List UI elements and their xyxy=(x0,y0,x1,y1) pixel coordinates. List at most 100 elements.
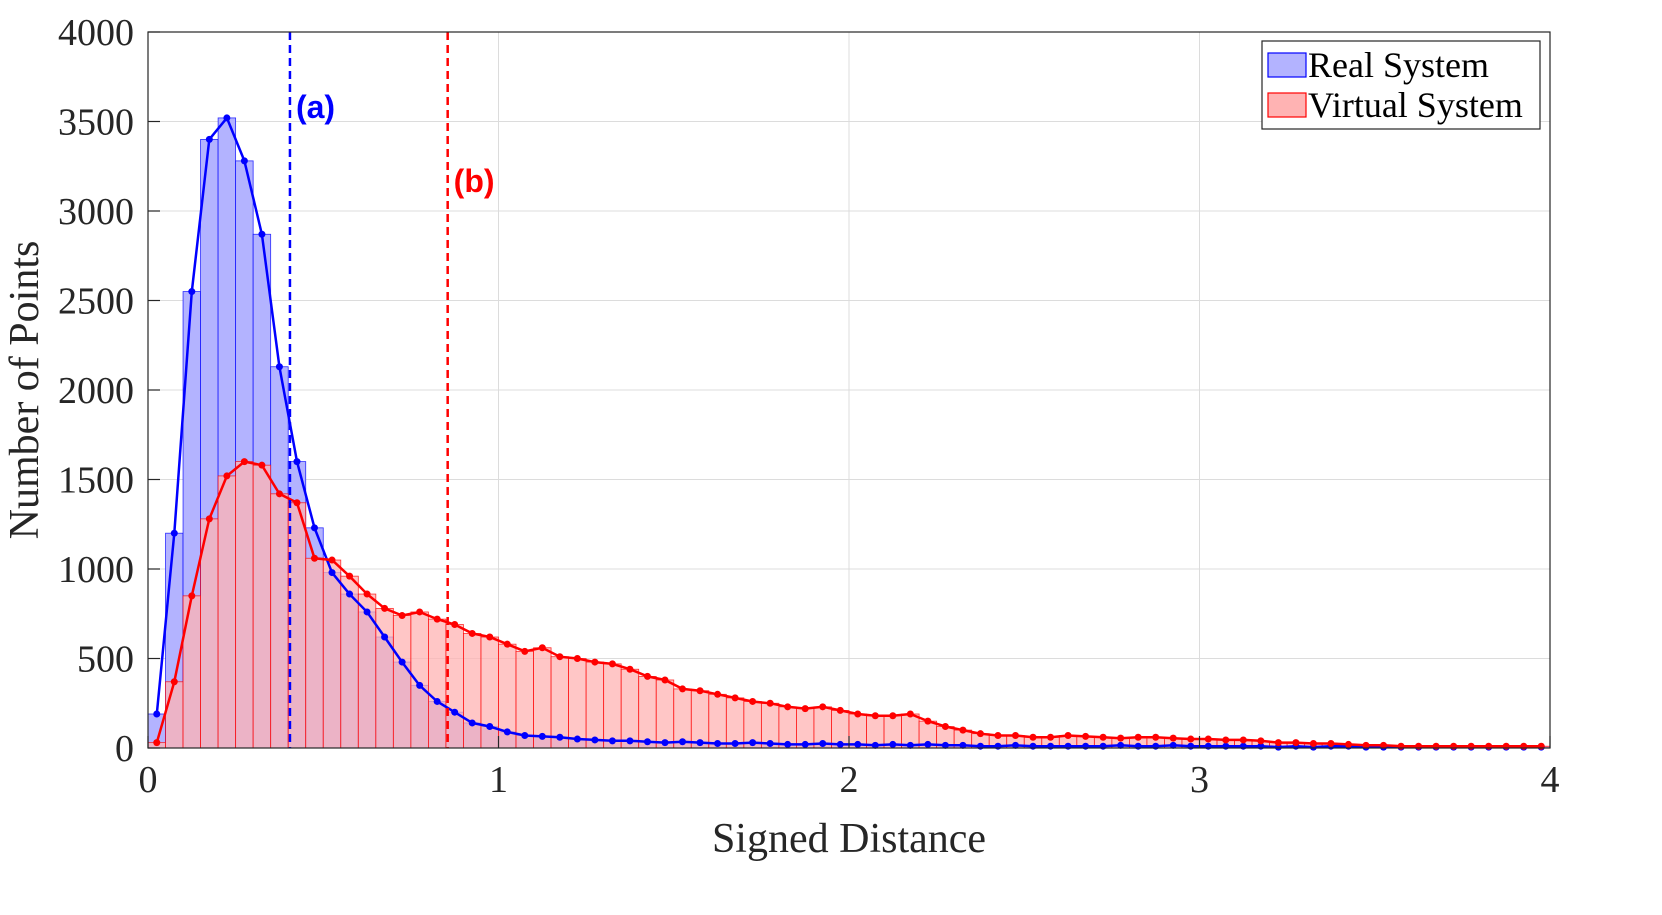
y-tick-label: 2500 xyxy=(58,281,134,323)
legend-box xyxy=(1261,40,1541,130)
data-point-real xyxy=(643,738,651,746)
data-point-real xyxy=(731,740,739,748)
bar-virtual xyxy=(463,633,482,749)
y-tick-label: 500 xyxy=(77,639,134,681)
data-point-real xyxy=(240,157,248,165)
data-point-real xyxy=(451,708,459,716)
data-point-real xyxy=(1117,741,1125,749)
data-point-real xyxy=(994,742,1002,750)
data-point-virtual xyxy=(679,685,687,693)
legend-label-virtual: Virtual System xyxy=(1308,85,1523,125)
bar-virtual xyxy=(708,693,727,749)
data-point-virtual xyxy=(941,723,949,731)
data-point-virtual xyxy=(1520,742,1528,750)
y-tick-label: 3000 xyxy=(58,191,134,233)
data-point-virtual xyxy=(1432,742,1440,750)
data-point-virtual xyxy=(906,710,914,718)
data-point-real xyxy=(188,288,196,296)
data-point-virtual xyxy=(784,703,792,711)
data-point-real xyxy=(696,739,704,747)
data-point-real xyxy=(153,710,161,718)
data-point-virtual xyxy=(1099,733,1107,741)
bar-virtual xyxy=(252,464,272,749)
data-point-real xyxy=(170,529,178,537)
data-point-real xyxy=(854,740,862,748)
data-point-virtual xyxy=(1344,740,1352,748)
data-point-real xyxy=(275,363,283,371)
tick-labels: 0 1 2 3 4 0 500 1000 1500 2000 2500 3000 3500 4000 xyxy=(58,12,1560,801)
y-tick-label: 1500 xyxy=(58,460,134,502)
bar-virtual xyxy=(322,559,342,749)
data-point-virtual xyxy=(696,687,704,695)
data-point-virtual xyxy=(924,717,932,725)
axis-ticks xyxy=(147,31,1551,749)
data-point-real xyxy=(381,633,389,641)
data-point-real xyxy=(310,524,318,532)
data-point-real xyxy=(626,737,634,745)
bar-virtual xyxy=(655,679,675,749)
data-point-real xyxy=(836,740,844,748)
bar-virtual xyxy=(638,676,657,749)
bar-virtual xyxy=(585,661,605,749)
data-point-real xyxy=(661,739,669,747)
data-point-real xyxy=(784,740,792,748)
grid-lines xyxy=(148,32,1550,748)
data-point-virtual xyxy=(240,458,248,466)
data-point-real xyxy=(346,590,354,598)
bar-virtual xyxy=(270,493,289,749)
data-point-virtual xyxy=(381,604,389,612)
data-point-virtual xyxy=(766,699,774,707)
data-point-virtual xyxy=(749,697,757,705)
data-point-real xyxy=(1239,742,1247,750)
data-point-virtual xyxy=(346,572,354,580)
data-point-virtual xyxy=(1011,731,1019,739)
data-point-virtual xyxy=(258,461,266,469)
legend-swatch-virtual xyxy=(1267,92,1307,118)
data-point-virtual xyxy=(1117,734,1125,742)
data-point-virtual xyxy=(801,705,809,713)
data-point-real xyxy=(871,741,879,749)
x-axis-title: Signed Distance xyxy=(712,816,986,862)
data-point-virtual xyxy=(433,615,441,623)
histogram-bars xyxy=(147,117,1551,749)
data-point-virtual xyxy=(1082,732,1090,740)
data-point-virtual xyxy=(994,731,1002,739)
data-point-real xyxy=(293,458,301,466)
data-point-virtual xyxy=(1485,742,1493,750)
data-point-virtual xyxy=(573,655,581,662)
data-point-virtual xyxy=(1204,735,1212,743)
data-point-virtual xyxy=(661,676,669,684)
data-point-real xyxy=(1169,741,1177,749)
data-point-virtual xyxy=(363,590,371,598)
data-point-virtual xyxy=(1152,733,1160,741)
data-point-virtual xyxy=(1467,742,1475,750)
data-point-virtual xyxy=(836,706,844,714)
legend-label-real: Real System xyxy=(1308,45,1489,85)
data-point-real xyxy=(976,742,984,750)
bar-virtual xyxy=(165,681,184,749)
bar-virtual xyxy=(392,615,412,749)
data-point-real xyxy=(608,737,616,745)
data-point-virtual xyxy=(976,730,984,738)
data-point-virtual xyxy=(1502,742,1510,750)
data-point-real xyxy=(801,740,809,748)
bar-virtual xyxy=(217,475,237,749)
data-point-real xyxy=(223,114,231,122)
data-point-real xyxy=(1011,741,1019,749)
bar-virtual xyxy=(182,595,201,749)
bar-virtual xyxy=(603,663,622,749)
data-point-real xyxy=(679,738,687,746)
data-point-virtual xyxy=(1397,742,1405,750)
data-point-virtual xyxy=(398,612,406,620)
bar-virtual xyxy=(480,636,499,749)
x-tick-label: 1 xyxy=(489,759,508,801)
data-point-virtual xyxy=(153,739,161,747)
data-point-virtual xyxy=(1292,739,1300,747)
data-point-real xyxy=(416,681,424,689)
data-point-virtual xyxy=(293,499,301,507)
data-point-virtual xyxy=(328,556,336,564)
data-point-virtual xyxy=(503,640,511,648)
data-point-virtual xyxy=(1362,741,1370,749)
bar-virtual xyxy=(410,611,429,749)
data-point-virtual xyxy=(714,690,722,698)
